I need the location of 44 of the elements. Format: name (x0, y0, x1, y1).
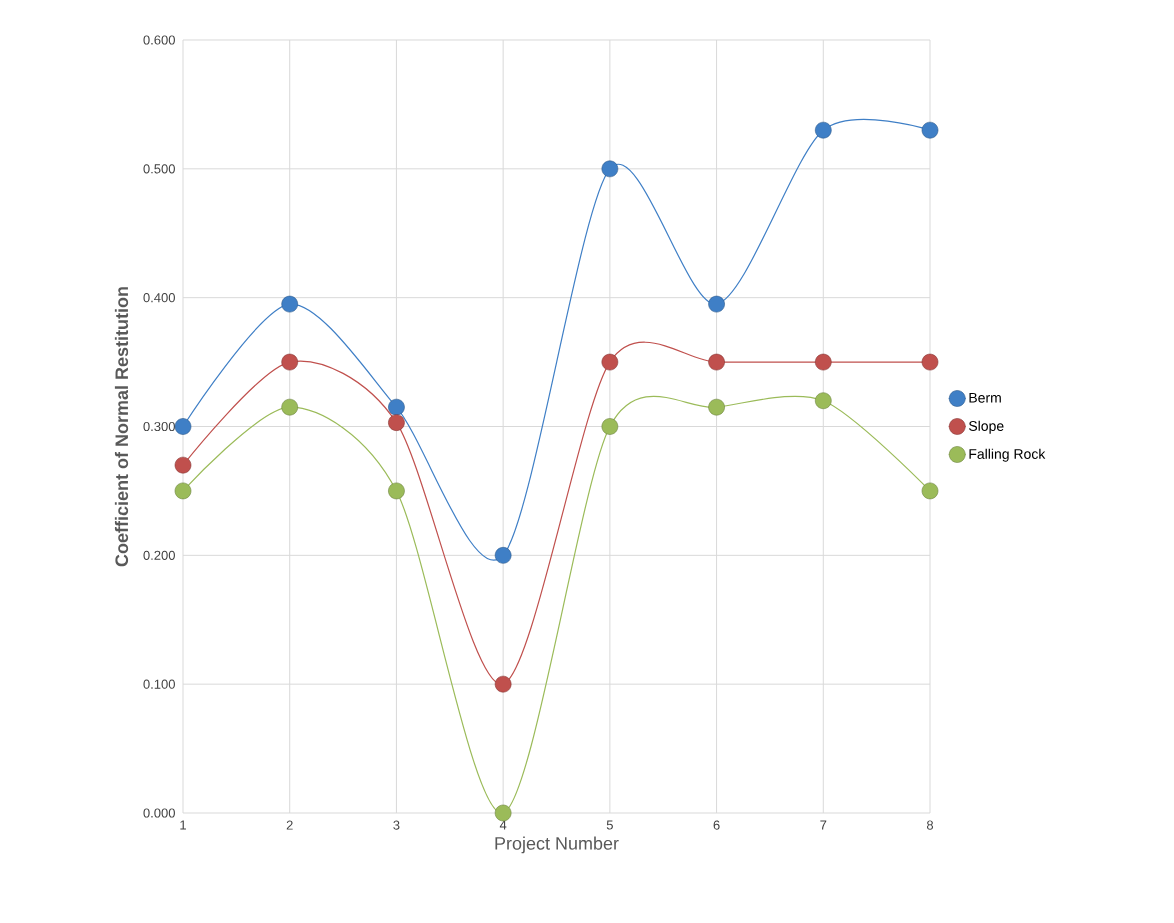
y-axis-title: Coefficient of Normal Restitution (114, 287, 129, 567)
legend-label: Berm (969, 392, 1001, 403)
legend-label: Slope (968, 420, 1004, 434)
point (174, 456, 192, 474)
x-tick-label: 7 (820, 820, 827, 830)
point (388, 414, 405, 431)
point (814, 392, 832, 410)
y-tick-label: 0.500 (143, 164, 175, 174)
x-tick-label: 1 (180, 820, 186, 830)
point (494, 675, 512, 693)
y-tick-label: 0.300 (143, 421, 175, 432)
y-tick-label: 0.100 (143, 679, 175, 689)
point (388, 398, 405, 416)
point (708, 398, 725, 416)
x-tick-label: 3 (393, 820, 400, 830)
point (601, 353, 619, 371)
y-tick-label: 0.400 (143, 293, 175, 303)
point (921, 353, 939, 371)
point (601, 418, 619, 435)
point (174, 418, 192, 435)
point (281, 398, 299, 416)
point (494, 804, 512, 822)
point (601, 160, 619, 178)
x-tick-label: 6 (713, 820, 720, 830)
x-axis-title: Project Number (495, 836, 619, 854)
x-tick-label: 2 (286, 820, 293, 830)
point (281, 295, 299, 313)
point (281, 353, 299, 371)
x-tick-label: 8 (926, 820, 934, 830)
y-tick-label: 0.600 (143, 35, 175, 45)
point (921, 482, 939, 500)
point (708, 295, 725, 313)
point (814, 121, 832, 139)
point (921, 121, 939, 139)
point (494, 547, 512, 564)
legend-label: Falling Rock (969, 448, 1046, 462)
point (174, 482, 192, 500)
x-tick-label: 4 (499, 820, 507, 830)
point (814, 353, 832, 371)
point (708, 353, 725, 371)
point (388, 482, 405, 500)
y-tick-label: 0.200 (143, 550, 175, 560)
y-tick-label: 0.000 (143, 808, 175, 818)
x-tick-label: 5 (606, 820, 613, 830)
